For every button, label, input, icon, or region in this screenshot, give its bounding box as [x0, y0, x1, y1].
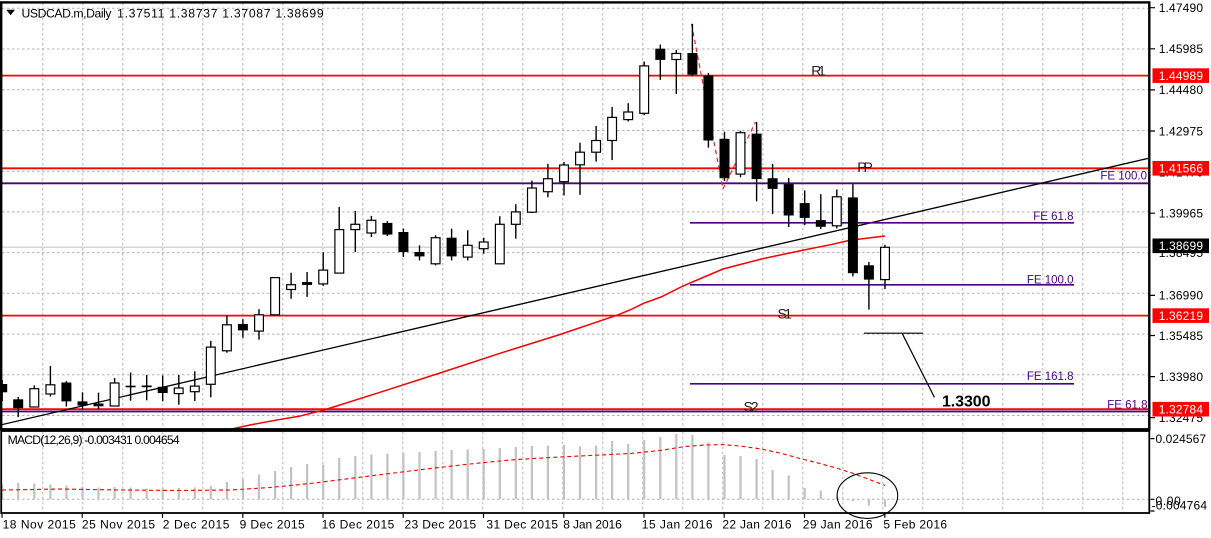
svg-text:1.32784: 1.32784: [1159, 403, 1204, 417]
svg-text:FE 61.8: FE 61.8: [1107, 400, 1147, 412]
svg-text:29 Jan 2016: 29 Jan 2016: [803, 518, 873, 532]
svg-text:31 Dec 2015: 31 Dec 2015: [486, 518, 558, 532]
svg-text:1.44989: 1.44989: [1159, 69, 1204, 83]
svg-text:S1: S1: [778, 306, 793, 322]
svg-text:R1: R1: [811, 63, 826, 79]
svg-text:1.38699: 1.38699: [1159, 239, 1204, 253]
svg-text:0.00: 0.00: [1156, 494, 1182, 508]
svg-text:5 Feb 2016: 5 Feb 2016: [883, 518, 947, 532]
svg-text:FE 161.8: FE 161.8: [1027, 371, 1074, 383]
svg-text:MACD(12,26,9) -0.003431 0.0046: MACD(12,26,9) -0.003431 0.004654: [8, 433, 180, 447]
svg-text:1.41566: 1.41566: [1159, 162, 1204, 176]
svg-text:1.36219: 1.36219: [1159, 309, 1204, 323]
svg-text:1.47490: 1.47490: [1159, 1, 1204, 15]
svg-text:1.35485: 1.35485: [1159, 329, 1204, 343]
svg-text:2 Dec 2015: 2 Dec 2015: [163, 518, 230, 532]
svg-text:23 Dec 2015: 23 Dec 2015: [405, 518, 477, 532]
svg-text:8 Jan 2016: 8 Jan 2016: [563, 518, 622, 532]
svg-text:FE 61.8: FE 61.8: [1033, 211, 1073, 223]
svg-text:1.45985: 1.45985: [1159, 42, 1204, 56]
svg-text:25 Nov 2015: 25 Nov 2015: [82, 518, 156, 532]
svg-text:1.3300: 1.3300: [942, 394, 991, 411]
svg-text:FE 100.0: FE 100.0: [1027, 274, 1074, 286]
svg-text:1.37511 1.38737 1.37087 1.3869: 1.37511 1.38737 1.37087 1.38699: [117, 6, 324, 20]
svg-text:S2: S2: [744, 399, 759, 415]
svg-text:1.44480: 1.44480: [1159, 83, 1204, 97]
svg-text:18 Nov 2015: 18 Nov 2015: [3, 518, 77, 532]
svg-text:0.024567: 0.024567: [1156, 432, 1207, 446]
svg-text:1.42975: 1.42975: [1159, 124, 1204, 138]
svg-text:16 Dec 2015: 16 Dec 2015: [322, 518, 395, 532]
svg-text:FE 100.0: FE 100.0: [1100, 171, 1147, 183]
svg-text:PP: PP: [857, 159, 873, 175]
svg-text:9 Dec 2015: 9 Dec 2015: [240, 518, 305, 532]
svg-text:15 Jan 2016: 15 Jan 2016: [642, 518, 713, 532]
svg-text:1.33980: 1.33980: [1159, 370, 1204, 384]
svg-text:22 Jan 2016: 22 Jan 2016: [722, 518, 791, 532]
svg-text:-0.004764: -0.004764: [1152, 498, 1208, 512]
svg-text:USDCAD.m,Daily: USDCAD.m,Daily: [22, 6, 113, 20]
svg-text:1.39965: 1.39965: [1159, 207, 1204, 221]
svg-text:1.36990: 1.36990: [1159, 289, 1204, 303]
